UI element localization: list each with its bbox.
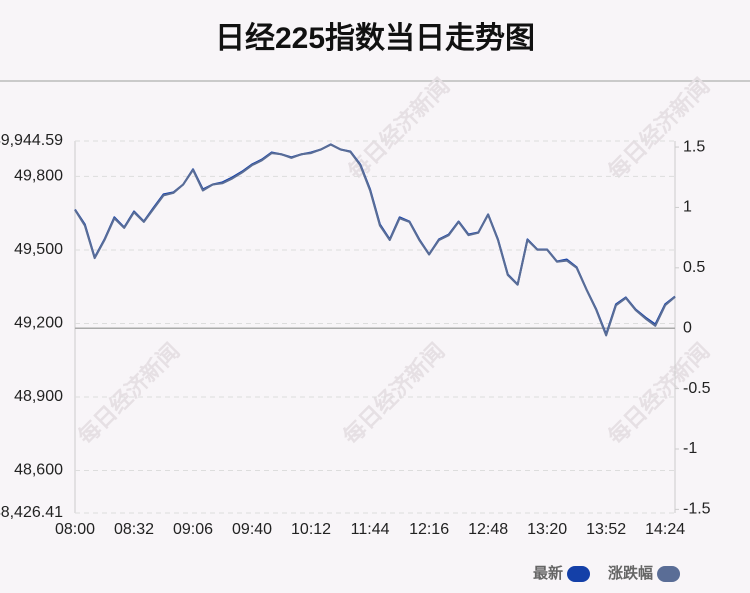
x-tick-label: 13:52 bbox=[586, 521, 626, 538]
y-tick-label: 49,200 bbox=[14, 315, 63, 332]
legend-swatch bbox=[657, 566, 681, 582]
series-line bbox=[74, 143, 676, 337]
x-tick-label: 12:16 bbox=[409, 521, 449, 538]
y-tick-label: 49,800 bbox=[14, 168, 63, 185]
y-tick-label: 49,944.59 bbox=[0, 132, 63, 149]
y2-tick-label: 0 bbox=[683, 319, 692, 336]
y2-tick-label: 0.5 bbox=[683, 259, 705, 276]
x-tick-label: 11:44 bbox=[351, 521, 390, 538]
series-line bbox=[74, 143, 676, 336]
legend-swatch bbox=[567, 566, 591, 582]
x-tick-label: 14:24 bbox=[645, 521, 685, 538]
x-tick-label: 13:20 bbox=[527, 521, 567, 538]
x-tick-label: 09:06 bbox=[173, 521, 213, 538]
x-tick-label: 10:12 bbox=[291, 521, 331, 538]
y2-tick-label: 1.5 bbox=[683, 138, 705, 155]
watermark: 每日经济新闻 bbox=[343, 73, 454, 184]
y2-tick-label: -1.5 bbox=[683, 501, 711, 518]
x-tick-label: 09:40 bbox=[232, 521, 272, 538]
legend-label: 最新 bbox=[533, 564, 563, 582]
y-tick-label: 49,500 bbox=[14, 241, 63, 258]
x-tick-label: 08:00 bbox=[55, 521, 95, 538]
x-tick-label: 12:48 bbox=[468, 521, 508, 538]
y-tick-label: 48,600 bbox=[14, 462, 63, 479]
y-tick-label: 48,900 bbox=[14, 388, 63, 405]
y-tick-label: 48,426.41 bbox=[0, 504, 63, 521]
watermark: 每日经济新闻 bbox=[603, 73, 714, 184]
y2-tick-label: -0.5 bbox=[683, 380, 711, 397]
y2-tick-label: 1 bbox=[683, 199, 692, 216]
chart-title: 日经225指数当日走势图 bbox=[215, 21, 535, 55]
y2-tick-label: -1 bbox=[683, 440, 697, 457]
legend-label: 涨跌幅 bbox=[608, 564, 653, 582]
x-tick-label: 08:32 bbox=[114, 521, 154, 538]
watermark: 每日经济新闻 bbox=[338, 338, 449, 449]
watermark: 每日经济新闻 bbox=[73, 338, 184, 449]
